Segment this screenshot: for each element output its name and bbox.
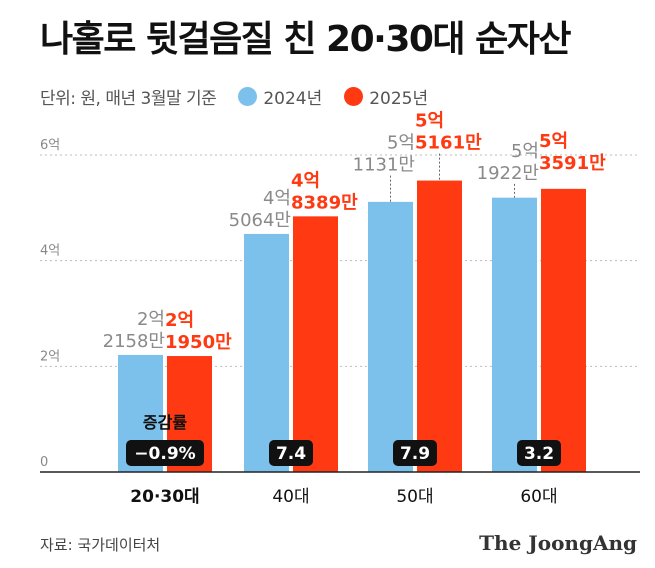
subtitle-row: 단위: 원, 매년 3월말 기준 2024년 2025년	[40, 84, 428, 109]
x-tick-label: 20·30대	[130, 487, 199, 507]
y-tick-label: 0	[40, 455, 48, 470]
bar-2025	[293, 216, 338, 472]
legend-swatch-2025	[344, 86, 364, 106]
bar-2024	[492, 197, 537, 472]
change-rate-label: 증감률	[143, 413, 187, 432]
data-label-2025: 2억	[165, 310, 194, 331]
bar-2025	[417, 180, 462, 473]
data-label-2024: 5억	[511, 141, 539, 162]
legend-swatch-2024	[238, 86, 258, 106]
legend-label-2024: 2024년	[263, 88, 323, 109]
data-label-2024: 1131만	[353, 155, 415, 176]
bar-2024	[368, 201, 413, 472]
data-label-2025: 5억	[415, 111, 444, 132]
data-label-2024: 5억	[387, 133, 415, 154]
source-note: 자료: 국가데이터처	[40, 536, 161, 554]
x-tick-label: 50대	[396, 487, 433, 507]
publisher-logo: The JoongAng	[479, 531, 637, 555]
change-value: 7.9	[400, 444, 430, 464]
legend-label-2025: 2025년	[369, 88, 429, 109]
y-tick-label: 6억	[40, 138, 60, 153]
y-tick-label: 4억	[40, 244, 60, 259]
change-value: −0.9%	[134, 444, 195, 464]
bar-2024	[244, 233, 289, 472]
data-label-2025: 5억	[539, 131, 568, 152]
bar-2025	[541, 188, 586, 472]
y-tick-label: 2억	[40, 349, 60, 364]
legend-item-2024: 2024년	[238, 84, 322, 109]
unit-note: 단위: 원, 매년 3월말 기준	[40, 88, 217, 109]
data-label-2024: 4억	[263, 188, 291, 209]
change-value: 3.2	[524, 444, 554, 464]
data-label-2024: 2158만	[103, 331, 165, 352]
data-label-2025: 8389만	[291, 192, 358, 213]
x-tick-label: 40대	[272, 487, 309, 507]
chart-title: 나홀로 뒷걸음질 친 20·30대 순자산	[40, 19, 571, 60]
data-label-2024: 5064만	[229, 210, 291, 231]
change-value: 7.4	[276, 444, 306, 464]
change-badge	[269, 440, 313, 466]
change-badge	[517, 440, 561, 466]
change-badge	[126, 440, 204, 466]
data-label-2025: 1950만	[165, 332, 232, 353]
change-badge	[393, 440, 437, 466]
data-label-2025: 3591만	[539, 153, 606, 174]
x-tick-label: 60대	[520, 487, 557, 507]
data-label-2024: 1922만	[477, 163, 539, 184]
data-label-2025: 5161만	[415, 133, 482, 154]
data-label-2024: 2억	[137, 309, 165, 330]
legend-item-2025: 2025년	[344, 84, 428, 109]
data-label-2025: 4억	[291, 170, 320, 191]
